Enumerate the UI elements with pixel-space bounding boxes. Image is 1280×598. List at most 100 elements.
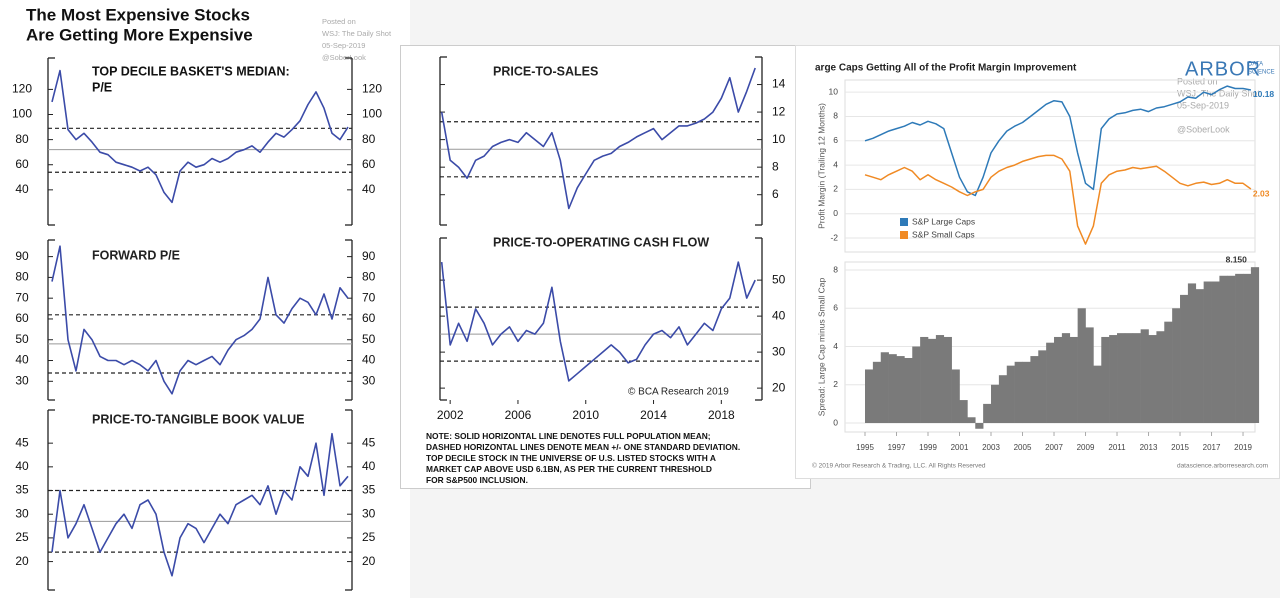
area-step bbox=[880, 352, 889, 424]
y-tick-label: 50 bbox=[15, 332, 29, 346]
area-step bbox=[951, 369, 960, 424]
area-step bbox=[1140, 329, 1149, 424]
y-tick-label: 30 bbox=[362, 506, 376, 520]
data-label: 2.03 bbox=[1253, 188, 1270, 198]
y-tick-label: 40 bbox=[15, 182, 29, 196]
area-step bbox=[1054, 336, 1063, 424]
x-tick-label: 2003 bbox=[982, 443, 1000, 452]
area-step bbox=[991, 384, 1000, 424]
series-line bbox=[440, 261, 756, 382]
x-tick-label: 2015 bbox=[1171, 443, 1189, 452]
area-step bbox=[983, 403, 992, 424]
area-step bbox=[1061, 333, 1071, 424]
x-tick-label: 1995 bbox=[856, 443, 874, 452]
series-line bbox=[51, 69, 349, 204]
middle-panel bbox=[400, 45, 811, 489]
area-step bbox=[1172, 308, 1181, 424]
y-tick-label: 0 bbox=[833, 208, 838, 218]
area-step bbox=[943, 336, 952, 424]
posted-note: @SoberLook bbox=[322, 53, 366, 62]
y-tick-label: 4 bbox=[833, 341, 838, 351]
y-tick-label: 25 bbox=[15, 530, 29, 544]
area-step bbox=[959, 400, 968, 424]
area-step bbox=[1180, 294, 1189, 424]
y-tick-label: 80 bbox=[15, 132, 29, 146]
y-tick-label: 100 bbox=[362, 107, 382, 121]
y-tick-label: 45 bbox=[15, 435, 29, 449]
y-axis-label: Spread: Large Cap minus Small Cap bbox=[816, 278, 826, 417]
note: DASHED HORIZONTAL LINES DENOTE MEAN +/- … bbox=[426, 442, 740, 452]
x-tick-label: 1997 bbox=[888, 443, 906, 452]
y-tick-label: 30 bbox=[772, 344, 786, 358]
data-label: 10.18 bbox=[1253, 89, 1275, 99]
area-step bbox=[1243, 273, 1252, 424]
area-step bbox=[1250, 267, 1260, 424]
x-tick-label: 1999 bbox=[919, 443, 937, 452]
x-tick-label: 2006 bbox=[505, 408, 532, 422]
y-tick-label: 2 bbox=[833, 379, 838, 389]
area-step bbox=[1148, 335, 1157, 424]
area-step bbox=[912, 346, 921, 424]
y-tick-label: 40 bbox=[362, 459, 376, 473]
y-tick-label: 35 bbox=[15, 483, 29, 497]
logo-sub: DATA bbox=[1248, 62, 1263, 68]
area-step bbox=[1164, 321, 1173, 424]
series-line bbox=[864, 154, 1252, 245]
data-label: 8.150 bbox=[1226, 254, 1248, 264]
x-tick-label: 2010 bbox=[572, 408, 599, 422]
area-step bbox=[920, 336, 929, 424]
x-tick-label: 2005 bbox=[1014, 443, 1032, 452]
footer: datascience.arborresearch.com bbox=[1177, 463, 1268, 470]
area-step bbox=[904, 357, 913, 424]
legend-swatch bbox=[900, 231, 908, 239]
footer: © 2019 Arbor Research & Trading, LLC. Al… bbox=[812, 462, 986, 470]
y-tick-label: 40 bbox=[362, 182, 376, 196]
y-tick-label: 60 bbox=[15, 157, 29, 171]
area-step bbox=[1093, 365, 1102, 424]
posted-note: Posted on bbox=[322, 17, 356, 26]
note: MARKET CAP ABOVE USD 6.1BN, AS PER THE C… bbox=[426, 464, 712, 474]
x-tick-label: 2014 bbox=[640, 408, 667, 422]
y-tick-label: 8 bbox=[833, 264, 838, 274]
x-tick-label: 2013 bbox=[1140, 443, 1158, 452]
chart-title: FORWARD P/E bbox=[92, 248, 180, 262]
area-step bbox=[1046, 342, 1055, 424]
chart-title: PRICE-TO-TANGIBLE BOOK VALUE bbox=[92, 412, 305, 426]
y-tick-label: 60 bbox=[362, 311, 376, 325]
series-line bbox=[51, 245, 349, 395]
y-tick-label: 6 bbox=[833, 303, 838, 313]
posted-note: WSJ: The Daily Shot bbox=[322, 29, 392, 38]
area-step bbox=[1156, 331, 1165, 424]
posted-note: @SoberLook bbox=[1177, 124, 1230, 134]
y-tick-label: 70 bbox=[15, 290, 29, 304]
y-tick-label: 30 bbox=[15, 506, 29, 520]
chart-title: P/E bbox=[92, 80, 112, 94]
area-step bbox=[967, 417, 976, 424]
series-line bbox=[440, 67, 756, 210]
y-tick-label: 14 bbox=[772, 77, 786, 91]
area-step bbox=[1085, 327, 1094, 424]
y-tick-label: 10 bbox=[772, 132, 786, 146]
area-step bbox=[1203, 281, 1212, 424]
area-step bbox=[1101, 336, 1110, 424]
y-tick-label: 25 bbox=[362, 530, 376, 544]
area-step bbox=[1117, 333, 1126, 424]
posted-note: 05-Sep-2019 bbox=[1177, 100, 1229, 110]
x-tick-label: 2011 bbox=[1108, 443, 1126, 452]
chart-title: PRICE-TO-OPERATING CASH FLOW bbox=[493, 235, 709, 249]
y-tick-label: 6 bbox=[833, 135, 838, 145]
area-step bbox=[872, 361, 882, 424]
y-tick-label: 6 bbox=[772, 187, 779, 201]
logo: ARBOR bbox=[1185, 58, 1261, 80]
legend-label: S&P Large Caps bbox=[912, 216, 975, 226]
area-step bbox=[975, 423, 984, 429]
y-tick-label: 100 bbox=[12, 107, 32, 121]
area-step bbox=[1195, 289, 1204, 424]
x-tick-label: 2002 bbox=[437, 408, 464, 422]
logo-sub: SCIENCE bbox=[1248, 70, 1275, 76]
y-tick-label: 20 bbox=[15, 554, 29, 568]
x-tick-label: 2017 bbox=[1203, 443, 1221, 452]
legend-swatch bbox=[900, 218, 908, 226]
area-step bbox=[1038, 350, 1047, 424]
area-step bbox=[1077, 308, 1086, 424]
